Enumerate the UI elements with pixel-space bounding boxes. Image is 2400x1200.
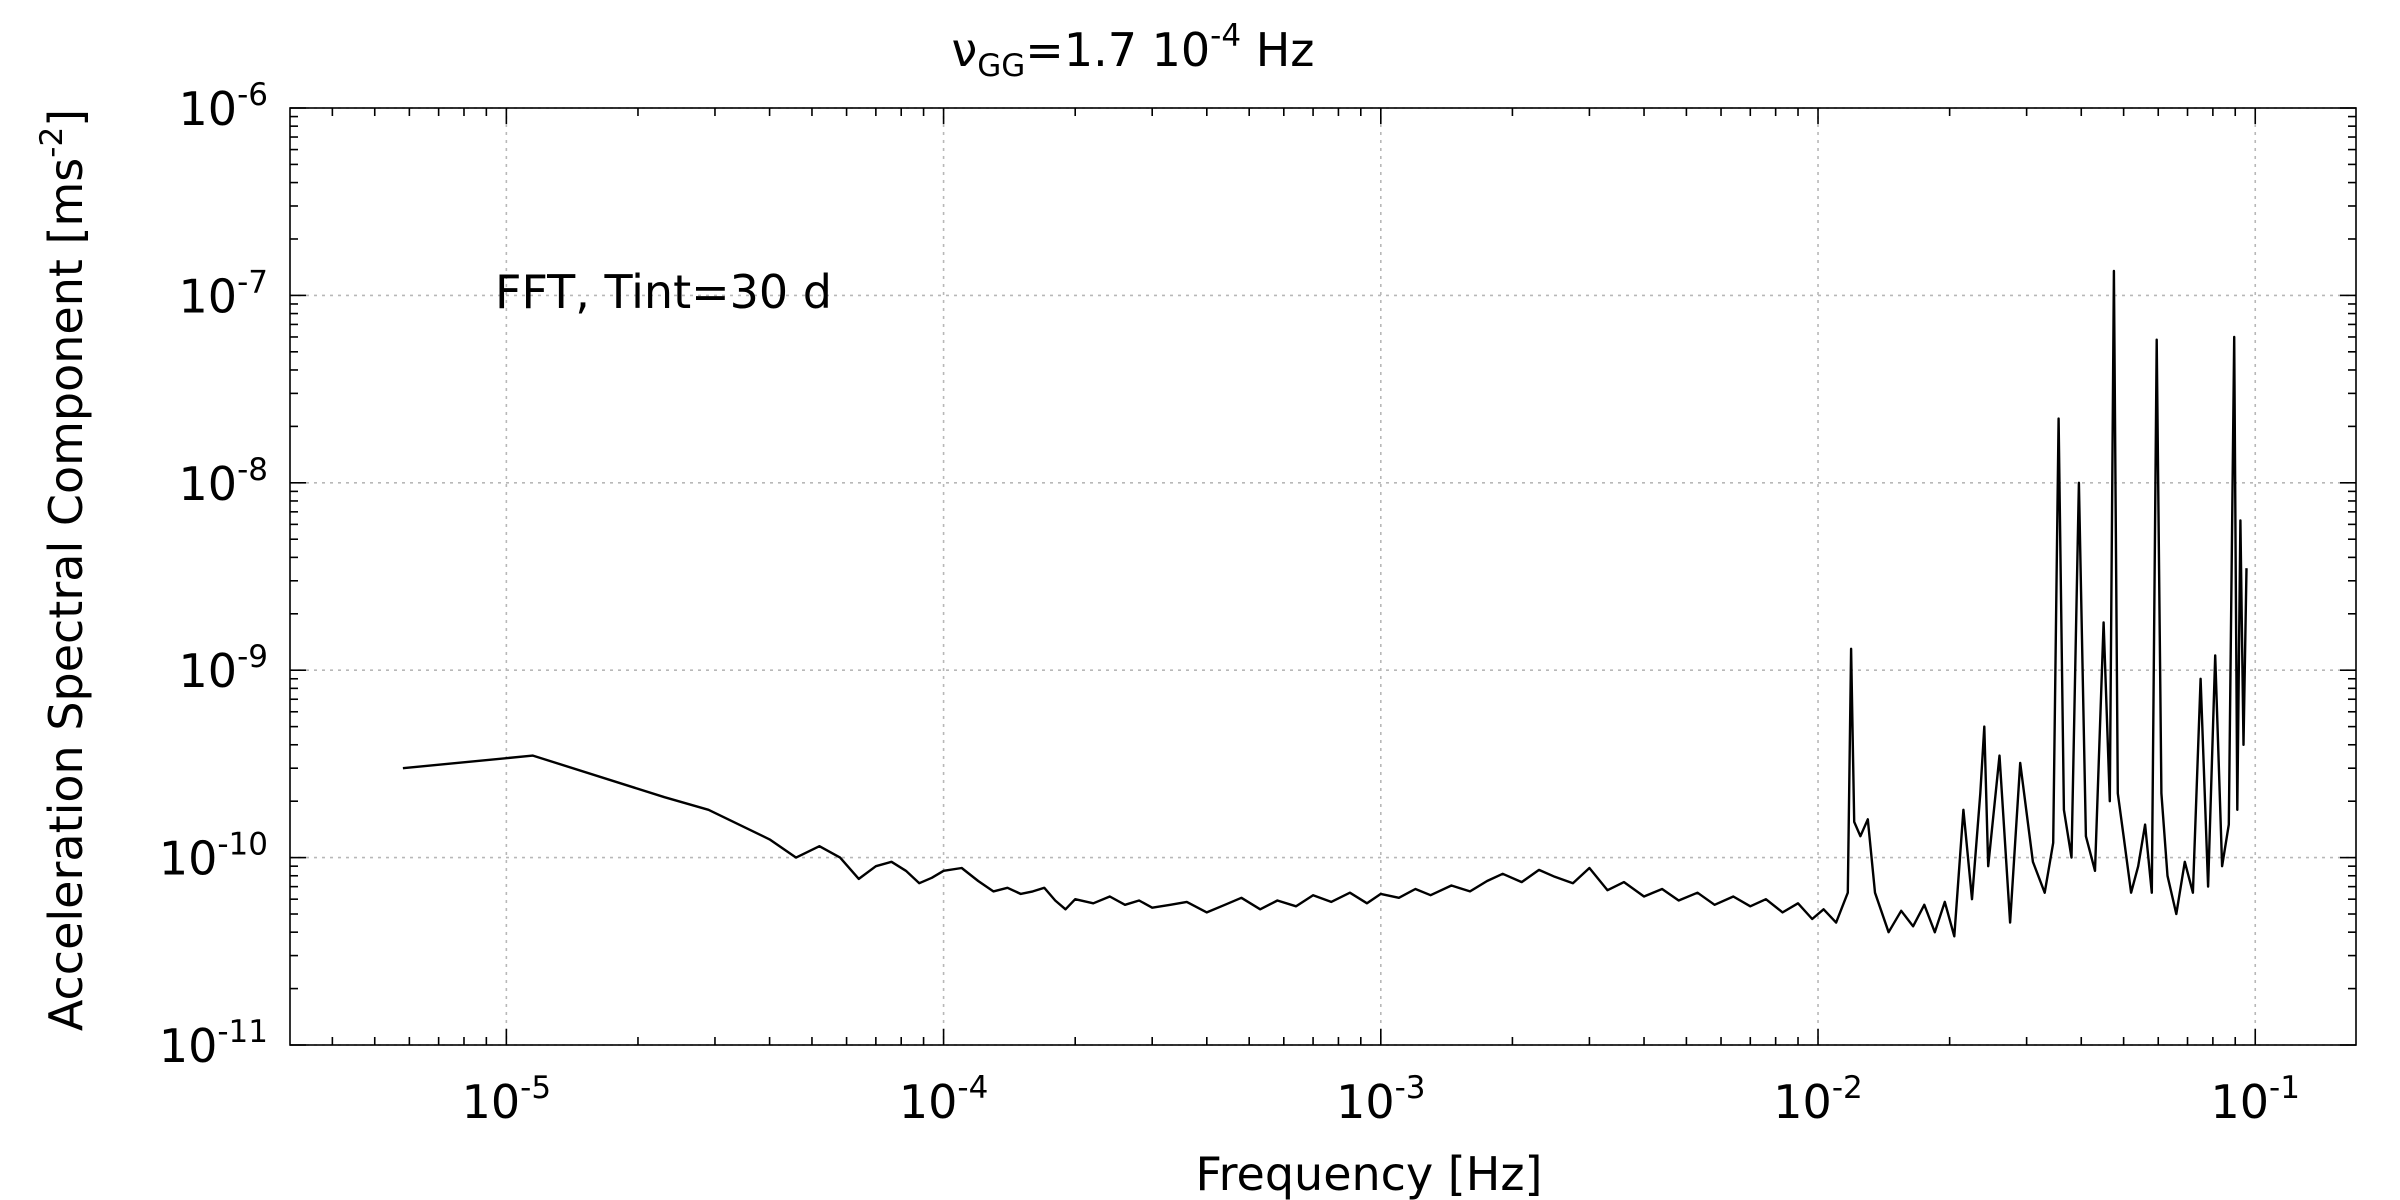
x-tick-label-base: 10 [462,1075,521,1129]
x-tick-label-exponent: -5 [520,1070,551,1106]
x-axis-label: Frequency [Hz] [1196,1147,1543,1200]
plot-frame [289,107,2357,1046]
annotation-fft-tint: FFT, Tint=30 d [495,265,832,319]
y-axis-label-text: Acceleration Spectral Component [ms [39,158,93,1031]
y-axis-label-exponent: -2 [34,127,70,158]
x-tick-label: 10-3 [1336,1070,1425,1129]
x-tick-label-exponent: -4 [957,1070,988,1106]
y-tick-label-exponent: -9 [237,639,268,675]
y-tick-label-base: 10 [179,644,238,698]
y-tick-label: 10-6 [179,77,268,136]
y-tick-label-base: 10 [179,82,238,136]
grid [290,107,2356,1046]
y-tick-label-base: 10 [179,457,238,511]
x-tick-label-exponent: -3 [1395,1070,1426,1106]
y-tick-label-exponent: -6 [237,77,268,113]
title-rest: =1.7 10 [1025,23,1210,77]
y-axis-label: Acceleration Spectral Component [ms-2] [34,109,93,1031]
title-exponent: -4 [1210,18,1241,54]
y-tick-label-exponent: -10 [217,827,268,863]
x-tick-label-base: 10 [1773,1075,1832,1129]
title-subscript: GG [977,48,1025,84]
y-tick-label-exponent: -8 [237,452,268,488]
chart-title: νGG=1.7 10-4 Hz [952,18,1315,84]
title-base: ν [952,23,978,77]
x-tick-label: 10-1 [2211,1070,2300,1129]
x-tick-label: 10-4 [899,1070,988,1129]
series-layer [402,269,2248,938]
tick-labels: 10-5 10-4 10-3 10-2 10-110-610-710-810-910-1… [159,77,2300,1129]
y-tick-label-exponent: -7 [237,264,268,300]
series-line-0 [402,269,2248,938]
axis-ticks [290,107,2356,1046]
y-tick-label: 10-8 [179,452,268,511]
x-tick-label-exponent: -1 [2269,1070,2300,1106]
y-tick-label: 10-11 [159,1014,268,1073]
x-tick-label: 10-5 [462,1070,551,1129]
y-axis-label-close: ] [39,109,93,127]
y-tick-label-base: 10 [159,832,218,886]
y-tick-label-base: 10 [159,1019,218,1073]
y-tick-label-exponent: -11 [217,1014,268,1050]
y-tick-label: 10-10 [159,827,268,886]
x-tick-label: 10-2 [1773,1070,1862,1129]
x-tick-label-exponent: -2 [1832,1070,1863,1106]
x-tick-label-base: 10 [899,1075,958,1129]
y-tick-label: 10-7 [179,264,268,323]
title-unit: Hz [1241,23,1314,77]
y-tick-label-base: 10 [179,269,238,323]
y-tick-label: 10-9 [179,639,268,698]
x-tick-label-base: 10 [2211,1075,2270,1129]
x-tick-label-base: 10 [1336,1075,1395,1129]
